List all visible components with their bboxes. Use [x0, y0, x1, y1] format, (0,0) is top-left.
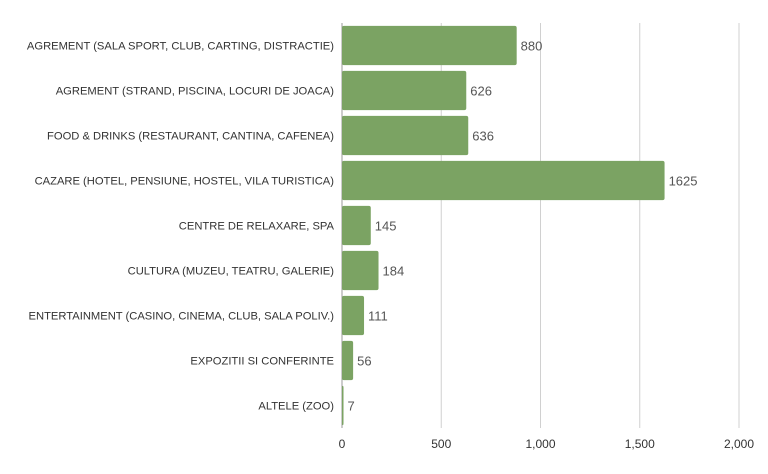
category-label: AGREMENT (STRAND, PISCINA, LOCURI DE JOA… [56, 86, 335, 98]
category-label: CENTRE DE RELAXARE, SPA [179, 221, 335, 233]
bar [342, 160, 665, 201]
category-label: CAZARE (HOTEL, PENSIUNE, HOSTEL, VILA TU… [35, 176, 335, 188]
value-label: 184 [383, 264, 405, 279]
bar [342, 205, 371, 246]
value-label: 636 [472, 129, 494, 144]
x-tick-labels: 0 500 1,000 1,500 2,000 [339, 437, 755, 451]
category-label: CULTURA (MUZEU, TEATRU, GALERIE) [128, 266, 335, 278]
x-tick-label: 1,500 [625, 437, 655, 451]
value-label: 145 [375, 219, 397, 234]
value-label: 56 [357, 354, 371, 369]
bar [342, 25, 517, 66]
value-label: 880 [521, 39, 543, 54]
bar [342, 70, 467, 111]
value-label: 7 [348, 399, 355, 414]
category-label: EXPOZITII SI CONFERINTE [190, 356, 334, 368]
bar [342, 340, 354, 381]
value-label: 111 [368, 309, 388, 324]
bar [342, 250, 379, 291]
x-tick-label: 500 [431, 437, 451, 451]
value-labels: 880 626 636 1625 145 184 111 56 7 [348, 39, 698, 414]
category-labels: AGREMENT (SALA SPORT, CLUB, CARTING, DIS… [27, 41, 335, 413]
bars [342, 25, 665, 426]
category-label: AGREMENT (SALA SPORT, CLUB, CARTING, DIS… [27, 41, 334, 53]
category-label: ALTELE (ZOO) [258, 401, 334, 413]
value-label: 1625 [669, 174, 698, 189]
bar [342, 385, 344, 426]
x-tick-label: 2,000 [724, 437, 754, 451]
x-tick-label: 0 [339, 437, 346, 451]
category-label: FOOD & DRINKS (RESTAURANT, CANTINA, CAFE… [47, 131, 334, 143]
value-label: 626 [470, 84, 492, 99]
category-label: ENTERTAINMENT (CASINO, CINEMA, CLUB, SAL… [29, 311, 335, 323]
bar [342, 295, 365, 336]
x-tick-label: 1,000 [525, 437, 555, 451]
bar [342, 115, 469, 156]
